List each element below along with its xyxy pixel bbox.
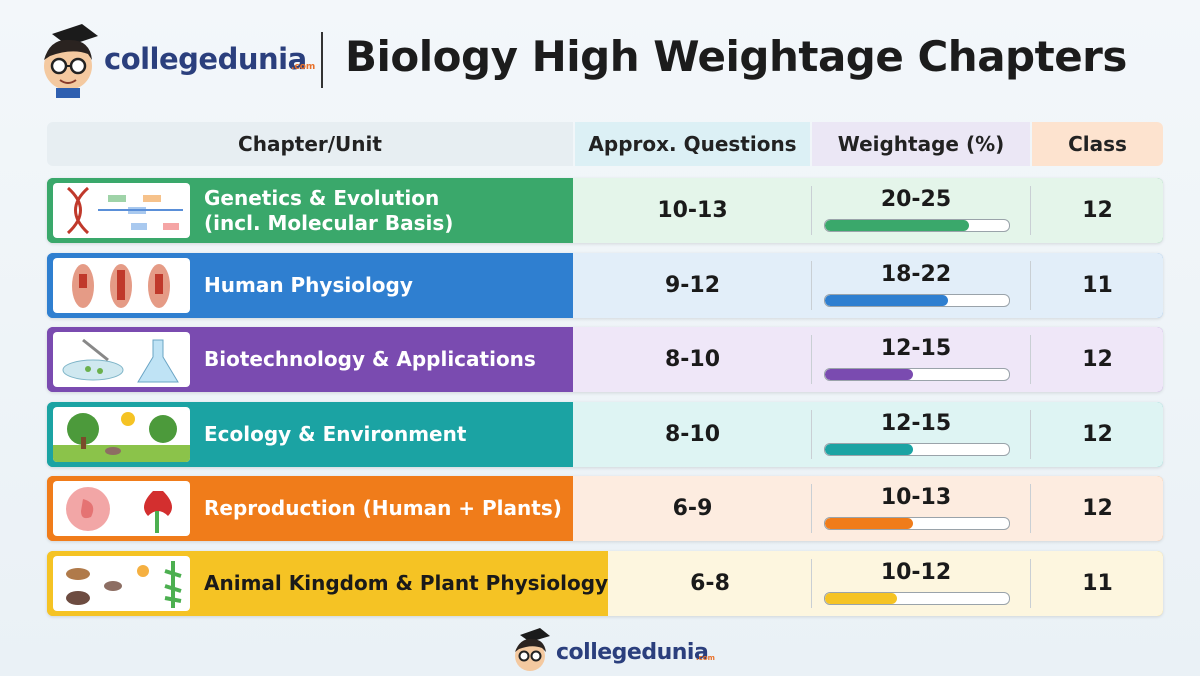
- footer-mascot: [515, 628, 550, 671]
- approx-questions: 6-8: [690, 571, 730, 596]
- divider: [811, 559, 812, 608]
- illustration: [62, 339, 179, 383]
- chapter-cell: Biotechnology & Applications: [47, 327, 573, 393]
- chapter-illustration: [53, 183, 190, 238]
- chapter-name: Biotechnology & Applications: [204, 327, 536, 392]
- column-header: Approx. Questions: [575, 122, 810, 166]
- weightage-bar: [824, 293, 1010, 307]
- weightage-bar: [824, 219, 1010, 232]
- divider: [321, 32, 323, 88]
- chapter-line: Animal Kingdom & Plant Physiology: [204, 571, 609, 595]
- divider: [811, 409, 812, 459]
- row-tint: [573, 476, 1163, 542]
- table-row: Ecology & Environment 8-10 12-15 12: [47, 401, 1163, 467]
- weightage-bar: [824, 592, 1010, 605]
- row-tint: [573, 252, 1163, 318]
- column-header: Weightage (%): [812, 122, 1030, 166]
- weightage: 20-25: [880, 187, 952, 212]
- weightage-bar-fill: [825, 443, 914, 455]
- row-tint: [608, 551, 1163, 616]
- approx-questions: 6-9: [672, 496, 713, 522]
- footer-logo-suffix: .com: [696, 654, 715, 662]
- mascot: [44, 24, 98, 98]
- chapter-line: (incl. Molecular Basis): [204, 210, 454, 235]
- chapter-name: Human Physiology: [204, 253, 413, 318]
- logo-suffix: .com: [291, 62, 316, 72]
- chapter-name: Animal Kingdom & Plant Physiology: [204, 551, 608, 616]
- title: Biology High Weightage Chapters: [345, 32, 1127, 81]
- divider: [1030, 409, 1031, 459]
- chapter-line: Reproduction (Human + Plants): [204, 496, 562, 521]
- chapter-illustration: [53, 257, 190, 313]
- class: 12: [1082, 421, 1113, 447]
- weightage-bar-fill: [825, 593, 897, 604]
- chapter-cell: Animal Kingdom & Plant Physiology: [47, 551, 608, 616]
- class: 11: [1082, 272, 1113, 298]
- chapter-illustration: [53, 332, 190, 388]
- column-header: Chapter/Unit: [47, 122, 573, 166]
- approx-questions: 8-10: [664, 421, 721, 447]
- column-header: Class: [1032, 122, 1163, 166]
- weightage: 12-15: [880, 410, 952, 436]
- weightage: 18-22: [880, 261, 952, 287]
- weightage: 12-15: [880, 336, 952, 362]
- weightage-bar-fill: [825, 518, 914, 530]
- table-row: Biotechnology & Applications 8-10 12-15 12: [47, 327, 1163, 393]
- approx-questions: 9-12: [664, 272, 721, 298]
- chapter-illustration: [53, 406, 190, 462]
- chapter-cell: Genetics & Evolution (incl. Molecular Bas…: [47, 178, 573, 243]
- weightage: 10-13: [880, 485, 952, 511]
- footer-logo: collegedunia: [556, 640, 709, 665]
- chapter-line: Ecology & Environment: [204, 421, 467, 446]
- chapter-name: Genetics & Evolution (incl. Molecular Bas…: [204, 178, 453, 243]
- chapter-illustration: [53, 481, 190, 537]
- chapter-name: Ecology & Environment: [204, 402, 466, 467]
- table-row: Genetics & Evolution (incl. Molecular Bas…: [47, 178, 1163, 243]
- class: 12: [1082, 347, 1113, 373]
- divider: [811, 484, 812, 534]
- weightage-bar-fill: [825, 369, 914, 381]
- divider: [811, 186, 812, 235]
- class: 11: [1082, 571, 1113, 596]
- divider: [1030, 260, 1031, 310]
- weightage: 10-12: [880, 560, 952, 585]
- weightage-bar: [824, 442, 1010, 456]
- chapter-line: Biotechnology & Applications: [204, 347, 536, 372]
- weightage-bar-fill: [825, 220, 969, 231]
- chapter-cell: Human Physiology: [47, 252, 573, 318]
- row-tint: [573, 178, 1163, 243]
- chapter-cell: Ecology & Environment: [47, 401, 573, 467]
- chapter-illustration: [53, 556, 190, 611]
- illustration: [66, 487, 172, 534]
- table-row: Human Physiology 9-12 18-22 11: [47, 252, 1163, 318]
- class: 12: [1082, 496, 1113, 522]
- divider: [811, 260, 812, 310]
- divider: [811, 335, 812, 385]
- illustration: [53, 411, 190, 462]
- divider: [1030, 335, 1031, 385]
- approx-questions: 8-10: [664, 347, 721, 373]
- divider: [1030, 186, 1031, 235]
- chapter-cell: Reproduction (Human + Plants): [47, 476, 573, 542]
- divider: [1030, 484, 1031, 534]
- weightage-bar: [824, 368, 1010, 382]
- illustration: [66, 561, 182, 608]
- class: 12: [1082, 198, 1113, 223]
- weightage-bar-fill: [825, 294, 949, 306]
- illustration: [66, 186, 183, 235]
- chapter-name: Reproduction (Human + Plants): [204, 476, 562, 541]
- table-row: Reproduction (Human + Plants) 6-9 10-13 12: [47, 476, 1163, 542]
- chapter-line: Genetics & Evolution: [204, 185, 440, 210]
- table-row: Animal Kingdom & Plant Physiology 6-8 10-1…: [47, 551, 1163, 616]
- logo: collegedunia: [104, 42, 307, 76]
- row-tint: [573, 401, 1163, 467]
- chapter-line: Human Physiology: [204, 272, 413, 297]
- illustration: [72, 263, 170, 308]
- divider: [1030, 559, 1031, 608]
- approx-questions: 10-13: [657, 198, 728, 223]
- row-tint: [573, 327, 1163, 393]
- weightage-bar: [824, 517, 1010, 531]
